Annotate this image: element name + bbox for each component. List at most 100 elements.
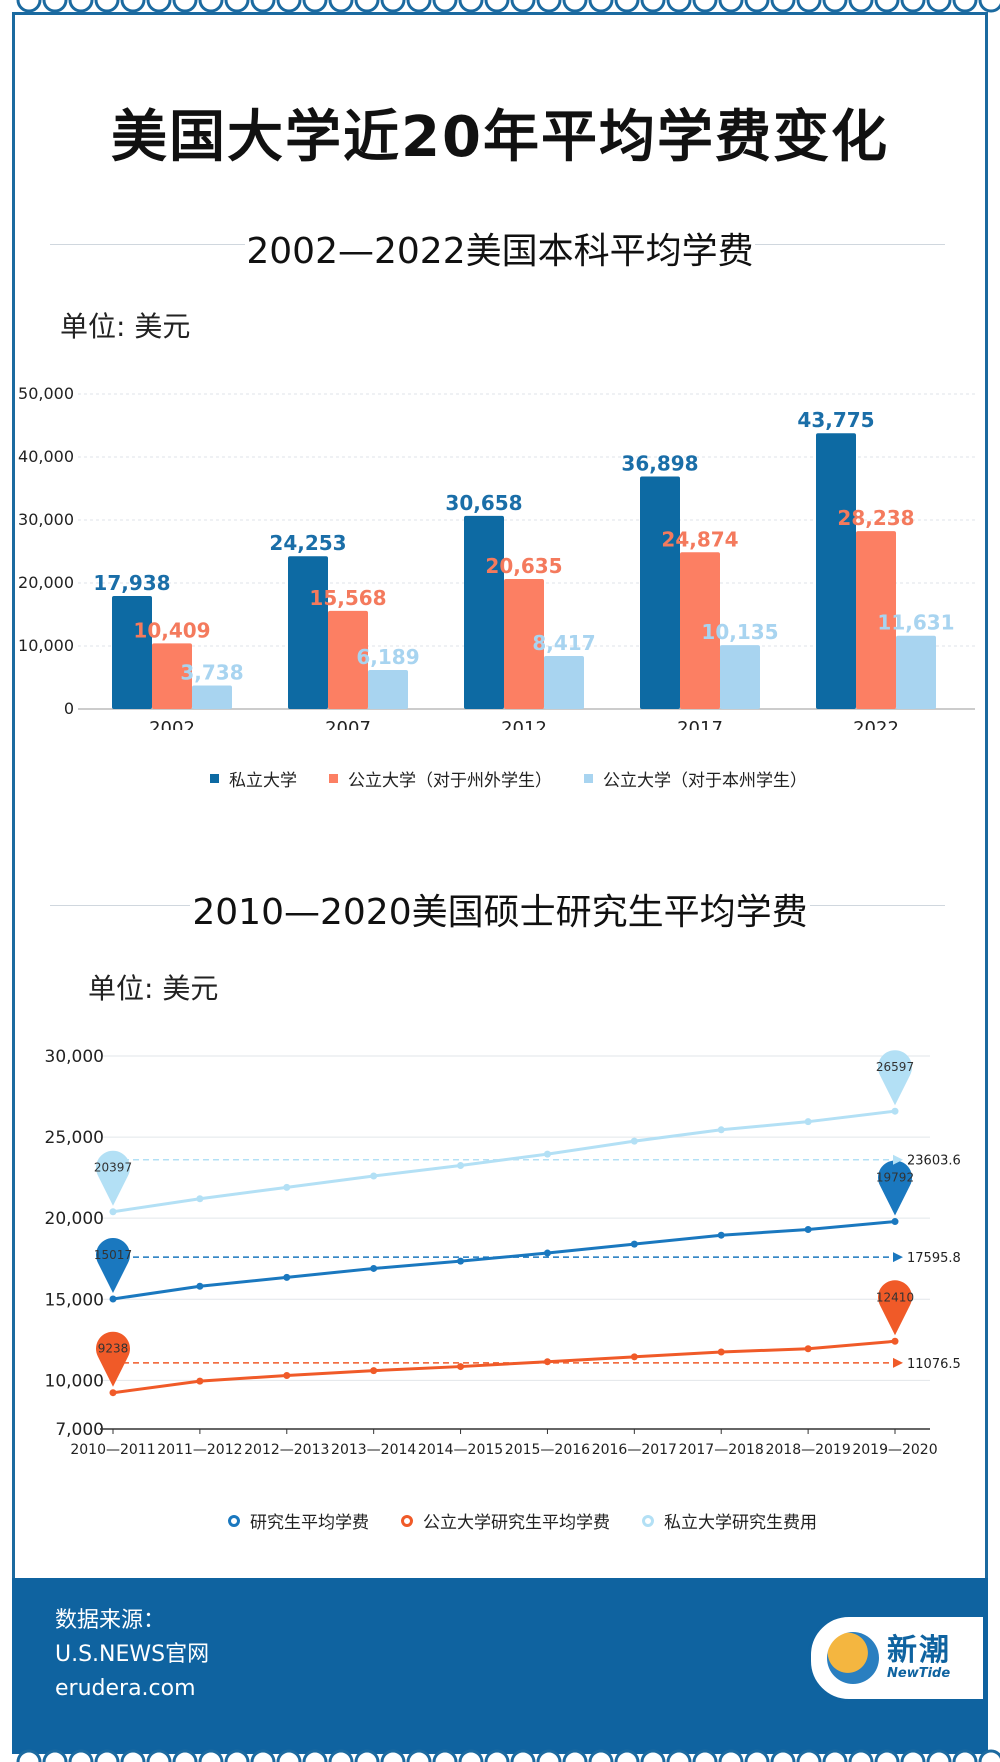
line-xtick-label: 2010—2011 — [70, 1442, 155, 1458]
scallop-notch — [68, 1749, 94, 1762]
pin-marker-2 — [96, 1150, 130, 1206]
average-label-1: 11076.5 — [907, 1357, 961, 1372]
legend-label-public-grad: 公立大学研究生平均学费 — [423, 1513, 610, 1533]
line-chart: 7,000 10,000 15,000 20,000 25,000 30,000 2010—… — [45, 1047, 961, 1458]
average-arrow-2 — [893, 1154, 903, 1165]
bar-0-2007 — [288, 556, 328, 709]
legend-swatch-public-out — [329, 774, 338, 783]
series-point-0 — [370, 1264, 378, 1272]
poster-frame — [12, 12, 988, 1752]
scallop-notch — [146, 0, 172, 13]
average-arrow-1 — [893, 1357, 903, 1368]
scallop-notch — [146, 1749, 172, 1762]
legend-label-public-in: 公立大学（对于本州学生） — [603, 771, 807, 791]
scallop-notch — [952, 0, 978, 13]
scallop-notch — [328, 1749, 354, 1762]
bar-2-2017 — [720, 645, 760, 709]
series-point-2 — [717, 1126, 725, 1134]
series-point-1 — [109, 1389, 117, 1397]
section2-divider-right — [810, 905, 945, 906]
scallop-notch — [406, 1749, 432, 1762]
series-point-0 — [804, 1226, 812, 1234]
bar-data-label: 28,238 — [837, 506, 914, 530]
scallop-notch — [562, 0, 588, 13]
scallop-notch — [510, 0, 536, 13]
scallop-notch — [796, 1749, 822, 1762]
scallop-notch — [16, 0, 42, 13]
scallop-notch — [770, 0, 796, 13]
legend-item-public-grad: 公立大学研究生平均学费 — [401, 1508, 610, 1533]
pin-marker-0 — [878, 1160, 912, 1216]
scallop-notch — [42, 0, 68, 13]
bar-legend: 私立大学 公立大学（对于州外学生） 公立大学（对于本州学生） — [210, 766, 839, 791]
scallop-notch — [42, 1749, 68, 1762]
scallop-notch — [536, 1749, 562, 1762]
series-point-0 — [891, 1218, 899, 1226]
page-title: 美国大学近20年平均学费变化 — [111, 105, 889, 170]
average-label-2: 23603.6 — [907, 1154, 961, 1169]
bar-ytick-label: 50,000 — [18, 384, 74, 403]
bar-0-2017 — [640, 476, 680, 709]
scallop-notch — [276, 1749, 302, 1762]
bar-data-label: 24,253 — [269, 531, 346, 555]
bar-2-2002 — [192, 685, 232, 709]
pin-label-1: 12410 — [876, 1290, 914, 1304]
scallop-notch — [120, 0, 146, 13]
bar-data-label: 10,409 — [133, 618, 210, 642]
legend-item-grad: 研究生平均学费 — [228, 1508, 369, 1533]
scallop-notch — [536, 0, 562, 13]
series-line-1 — [112, 1339, 896, 1395]
scallop-notch — [926, 1749, 952, 1762]
bar-2-2007 — [368, 670, 408, 709]
scallop-notch — [978, 1749, 1000, 1762]
scallop-notch — [614, 1749, 640, 1762]
scallop-notch — [874, 0, 900, 13]
legend-marker-private-grad — [642, 1514, 654, 1527]
legend-label-grad: 研究生平均学费 — [250, 1513, 369, 1533]
legend-marker-public-grad — [401, 1514, 413, 1527]
line-xtick-label: 2011—2012 — [157, 1442, 242, 1458]
scallop-notch — [796, 0, 822, 13]
line-ytick-label: 30,000 — [45, 1047, 104, 1067]
legend-item-public-in: 公立大学（对于本州学生） — [584, 766, 807, 791]
bar-xtick-label: 2002 — [149, 718, 195, 730]
scallop-notch — [900, 1749, 926, 1762]
bar-chart: 0 10,000 20,000 30,000 40,000 50,000 17,938 10,… — [18, 384, 975, 730]
series-point-0 — [543, 1249, 551, 1257]
series-point-2 — [457, 1161, 465, 1169]
bar-1-2017 — [680, 552, 720, 709]
scallop-notch — [380, 1749, 406, 1762]
bar-data-label: 10,135 — [701, 620, 778, 644]
line-ytick-label: 20,000 — [45, 1209, 104, 1229]
bar-ytick-label: 0 — [64, 699, 74, 718]
source-label: 数据来源： — [55, 1608, 166, 1633]
pin-marker-0 — [96, 1237, 130, 1293]
scallop-notch — [744, 0, 770, 13]
bar-2-2012 — [544, 655, 584, 709]
section1-divider-right — [755, 244, 945, 245]
scallop-notch — [692, 0, 718, 13]
scallop-notch — [718, 1749, 744, 1762]
series-point-0 — [283, 1273, 291, 1281]
scallop-notch — [354, 1749, 380, 1762]
bar-0-2002 — [112, 595, 152, 709]
series-point-2 — [630, 1137, 638, 1145]
bar-data-label: 15,568 — [309, 586, 386, 610]
pin-label-0: 15017 — [94, 1248, 132, 1262]
data-source: 数据来源： U.S.NEWS官网 erudera.com — [55, 1604, 209, 1706]
bar-ytick-label: 40,000 — [18, 447, 74, 466]
bar-ytick-label: 20,000 — [18, 573, 74, 592]
scallop-notch — [198, 0, 224, 13]
bar-0-2022 — [816, 433, 856, 709]
bar-xtick-label: 2007 — [325, 718, 371, 730]
scallop-notch — [458, 0, 484, 13]
legend-swatch-private — [210, 774, 219, 783]
bar-xtick-label: 2012 — [501, 718, 547, 730]
bar-data-label: 20,635 — [485, 554, 562, 578]
scallop-notch — [94, 0, 120, 13]
scallop-notch — [588, 1749, 614, 1762]
series-point-2 — [109, 1208, 117, 1216]
line-ytick-label: 7,000 — [55, 1420, 104, 1440]
series-point-0 — [109, 1295, 117, 1303]
scallop-notch — [484, 1749, 510, 1762]
